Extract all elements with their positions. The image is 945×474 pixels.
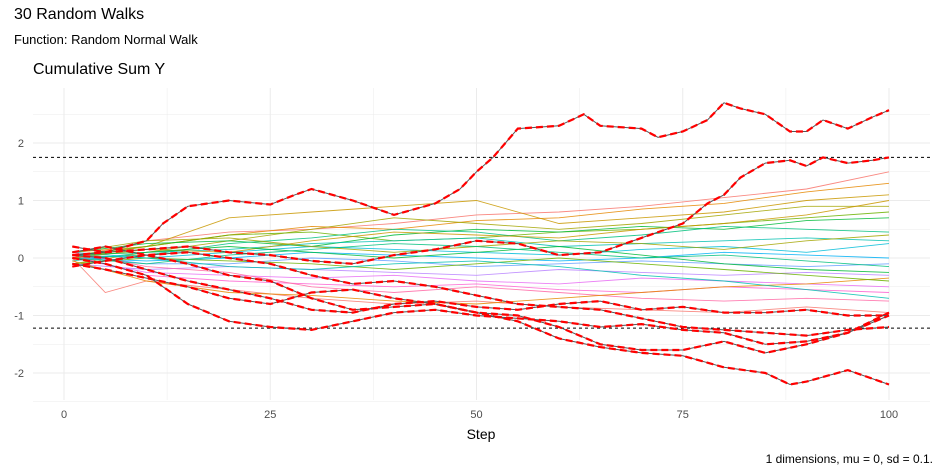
x-tick-label: 100 [880,409,898,421]
series-line [72,243,890,268]
chart-title: 30 Random Walks [14,6,145,23]
series-line [72,251,890,302]
highlighted-series-line [72,245,890,355]
y-tick-label: -2 [14,368,24,380]
highlighted-series-line [72,156,890,265]
x-tick-label: 0 [61,409,67,421]
y-tick-label: -1 [14,311,24,323]
chart-subtitle: Function: Random Normal Walk [14,32,198,47]
series-line [72,254,890,299]
y-axis: -2 -1 0 1 2 [14,138,24,380]
highlighted-series [72,101,890,386]
chart-caption: 1 dimensions, mu = 0, sd = 0.1. [765,452,933,466]
series-line [72,257,890,282]
series-line [72,260,890,305]
series-line [72,251,890,262]
background-series [71,171,890,314]
series-line [72,257,890,288]
series-line [72,254,890,293]
highlighted-series-line [72,101,890,257]
y-tick-label: 0 [18,253,24,265]
series-line [72,205,889,265]
y-tick-label: 1 [18,196,24,208]
series-line [72,171,890,259]
facet-title: Cumulative Sum Y [33,61,166,78]
y-tick-label: 2 [18,138,24,150]
series-line [72,200,890,259]
series-line [72,225,890,259]
series-line [72,217,890,253]
x-tick-label: 25 [264,409,276,421]
highlighted-series-line [72,256,890,346]
highlighted-series-line [72,254,889,317]
series-line [72,237,890,262]
x-axis: 0 25 50 75 100 [61,409,898,421]
x-tick-label: 75 [677,409,689,421]
highlighted-series-line [72,251,890,337]
series-line [72,194,890,259]
x-axis-label: Step [467,426,496,442]
x-tick-label: 50 [470,409,482,421]
grid [33,88,930,402]
